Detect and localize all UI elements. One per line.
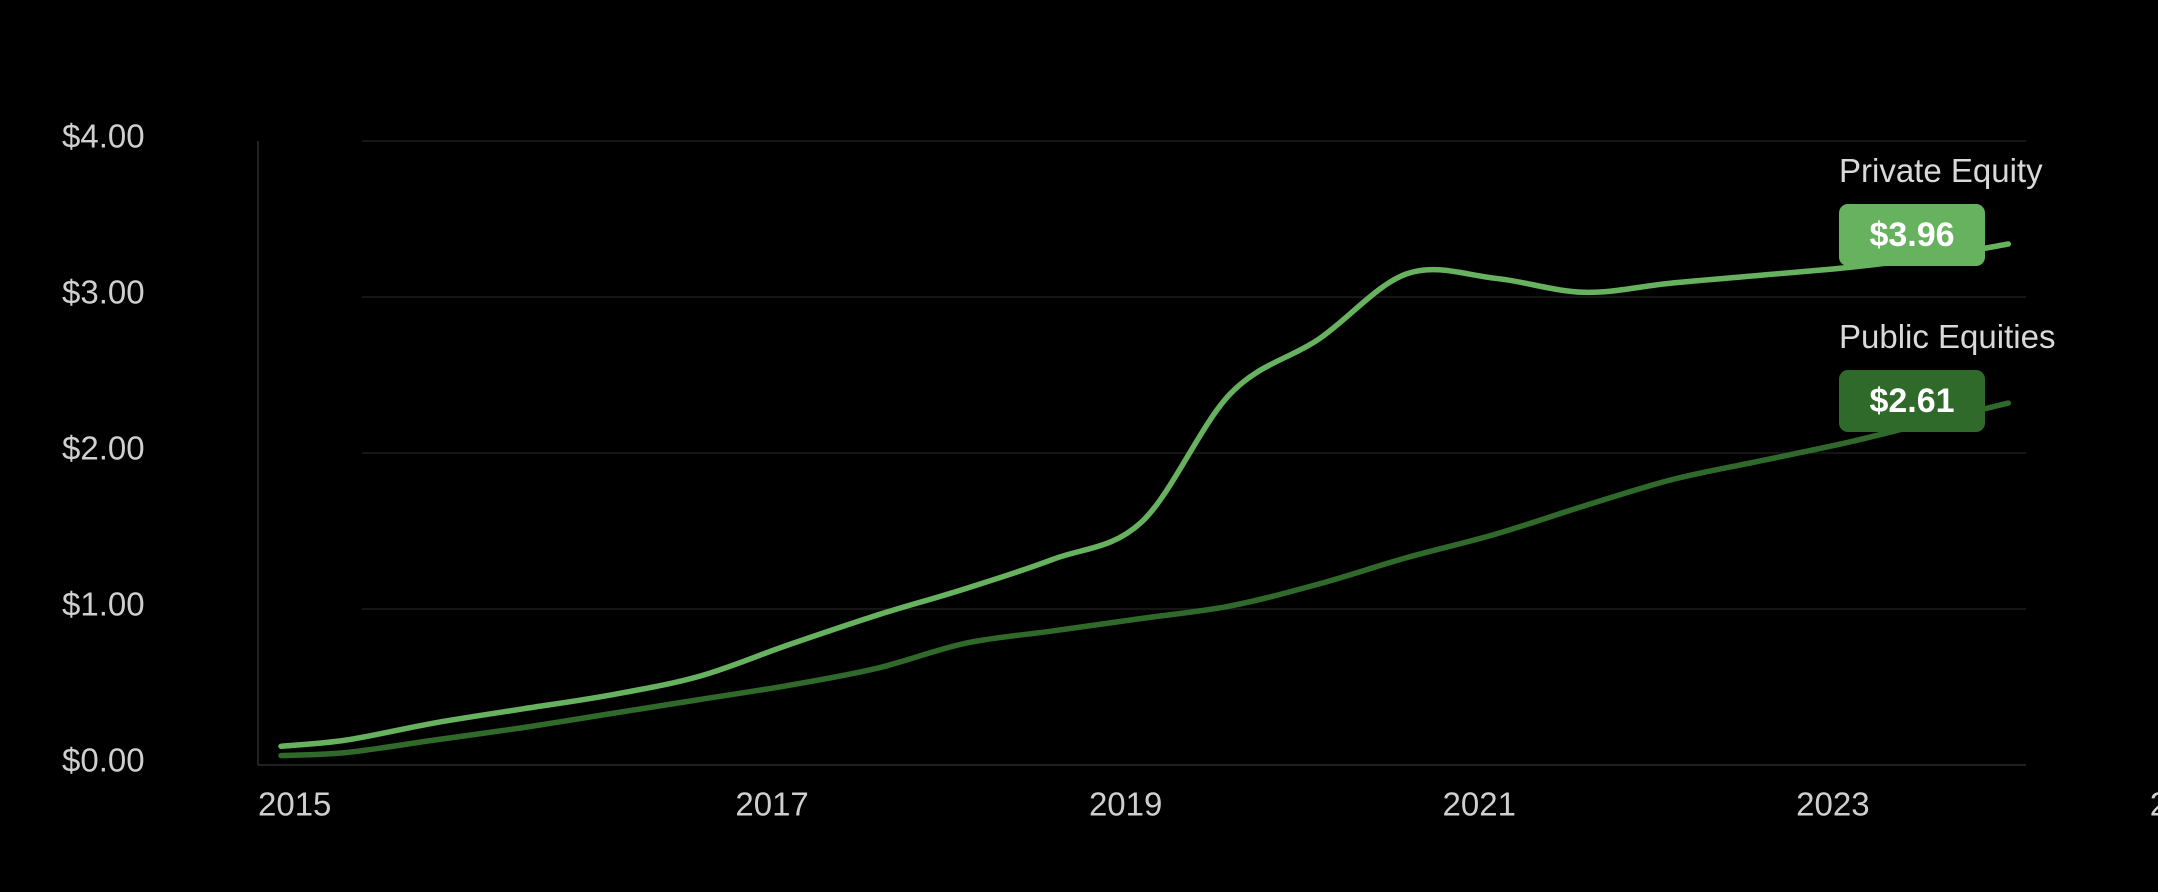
- axes: [257, 141, 2026, 766]
- y-axis-ticks: $0.00 $1.00 $2.00 $3.00 $4.00: [62, 118, 145, 779]
- legend-private-equity: Private Equity $3.96: [1839, 152, 2043, 266]
- y-tick-label: $2.00: [62, 430, 145, 467]
- legend-label-private-equity: Private Equity: [1839, 152, 2043, 189]
- grid-lines: [362, 140, 2026, 610]
- y-tick-label: $3.00: [62, 274, 145, 311]
- y-tick-label: $0.00: [62, 742, 145, 779]
- value-badge-public-equities: $2.61: [1839, 370, 1985, 432]
- value-badge-private-equity: $3.96: [1839, 204, 1985, 266]
- x-tick-label: 2024: [2150, 786, 2158, 823]
- series-line-public-equities: [278, 400, 2012, 759]
- series-lines: [278, 241, 2012, 759]
- x-tick-label: 2023: [1796, 786, 1869, 823]
- x-tick-label: 2019: [1089, 786, 1162, 823]
- x-axis-ticks: 2015 2017 2019 2021 2023 2024: [258, 786, 2158, 823]
- legend-public-equities: Public Equities $2.61: [1839, 318, 2055, 432]
- y-tick-label: $1.00: [62, 586, 145, 623]
- x-tick-label: 2017: [735, 786, 808, 823]
- x-tick-label: 2015: [258, 786, 331, 823]
- legend-label-public-equities: Public Equities: [1839, 318, 2056, 355]
- series-line-private-equity: [278, 241, 2012, 750]
- y-tick-label: $4.00: [62, 118, 145, 155]
- x-tick-label: 2021: [1443, 786, 1516, 823]
